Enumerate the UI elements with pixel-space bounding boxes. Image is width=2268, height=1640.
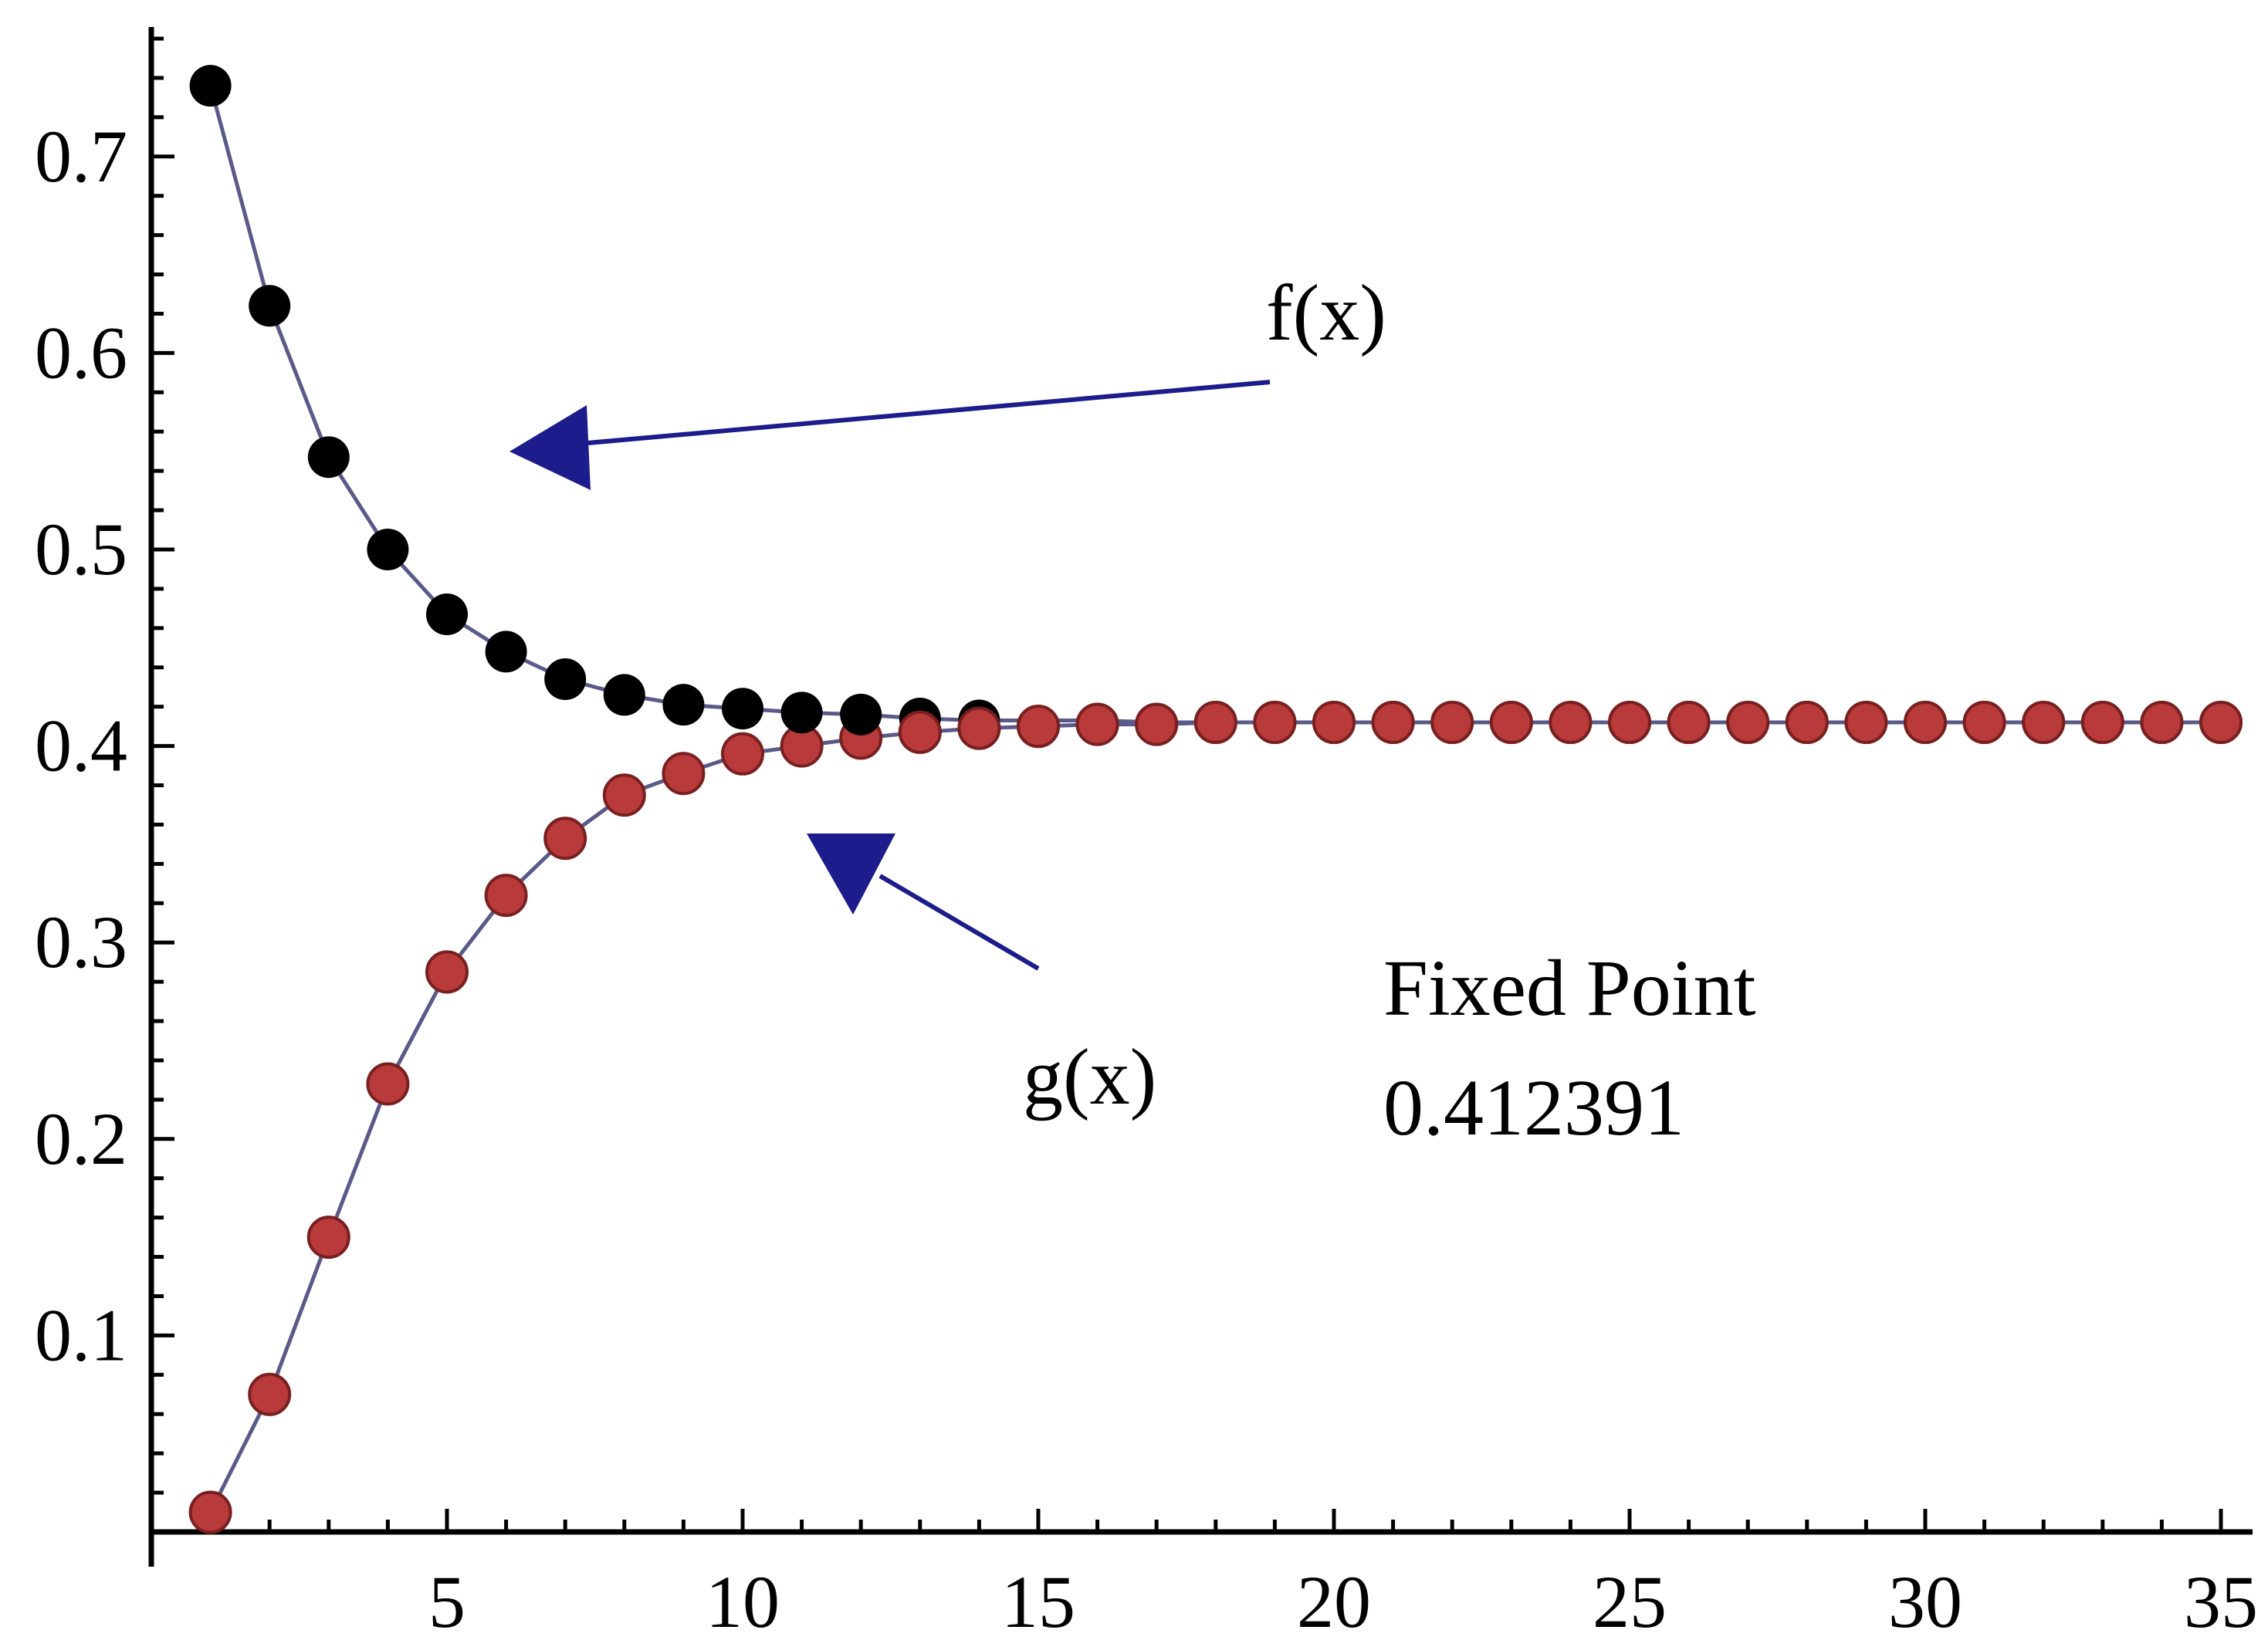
- g-point-overlay: [1017, 705, 1060, 749]
- x-tick-label: 35: [2184, 1561, 2258, 1640]
- g-point: [425, 950, 469, 994]
- g-point-overlay: [1667, 701, 1711, 745]
- fixed-point-title: Fixed Point: [1383, 944, 1756, 1033]
- f-point: [662, 684, 705, 726]
- g-point: [366, 1062, 410, 1106]
- g-point-overlay: [1075, 702, 1119, 746]
- f-point: [485, 631, 527, 673]
- g-point-overlay: [1608, 701, 1651, 745]
- g-point-overlay: [1253, 701, 1297, 745]
- g-point: [484, 874, 528, 918]
- g-arrow-shaft: [878, 874, 1040, 971]
- g-point-overlay: [1785, 701, 1829, 745]
- series-markers: [188, 65, 2243, 1534]
- g-point: [188, 1490, 232, 1534]
- x-tick-label: 25: [1593, 1561, 1667, 1640]
- y-tick-label: 0.3: [35, 901, 127, 983]
- f-series-line: [208, 85, 2221, 725]
- x-tick-label: 15: [1001, 1561, 1075, 1640]
- y-tick-label: 0.7: [35, 115, 127, 198]
- series-lines: [208, 85, 2221, 1513]
- g-point-overlay: [957, 706, 1001, 750]
- g-point-overlay: [2022, 701, 2066, 745]
- g-point: [248, 1372, 292, 1416]
- g-point-overlay: [1312, 701, 1356, 745]
- g-point: [543, 817, 587, 861]
- f-point: [249, 285, 291, 327]
- g-point-overlay: [2140, 701, 2184, 745]
- g-point: [306, 1216, 350, 1260]
- ticks: 5 10 15 20 25 30 35 0.1 0.2 0.3 0.4 0.5 0.6 0.7: [35, 36, 2258, 1640]
- f-arrow-head: [509, 405, 591, 490]
- g-point: [662, 752, 706, 796]
- annotations: f(x) g(x) Fixed Point 0.412391: [509, 269, 1756, 1152]
- f-point: [840, 693, 882, 735]
- g-point-overlay: [1962, 701, 2006, 745]
- fixed-point-value: 0.412391: [1383, 1063, 1684, 1152]
- g-point-overlay: [1726, 701, 1770, 745]
- y-tick-label: 0.4: [35, 705, 127, 787]
- f-point: [426, 593, 468, 636]
- g-point-overlay: [1904, 701, 1947, 745]
- f-label: f(x): [1266, 269, 1386, 357]
- f-point: [780, 692, 823, 734]
- g-point: [721, 732, 764, 776]
- g-point-overlay: [2080, 701, 2124, 745]
- g-point-overlay: [1135, 702, 1179, 746]
- x-tick-label: 30: [1888, 1561, 1962, 1640]
- g-series-line: [208, 720, 2221, 1513]
- g-point-overlay: [1489, 701, 1533, 745]
- f-point: [307, 436, 350, 478]
- y-tick-label: 0.1: [35, 1293, 127, 1376]
- x-tick-label: 20: [1297, 1561, 1371, 1640]
- f-arrow-shaft: [578, 380, 1271, 446]
- g-point-overlay: [1844, 701, 1888, 745]
- g-point-overlay: [1430, 701, 1474, 745]
- g-point: [602, 773, 646, 817]
- f-point: [367, 529, 409, 570]
- g-point-overlay: [898, 710, 942, 754]
- f-point: [544, 658, 587, 701]
- g-point-overlay: [1549, 701, 1593, 745]
- axes: [148, 27, 2253, 1567]
- f-point: [603, 674, 645, 716]
- g-point-overlay: [2199, 701, 2243, 745]
- x-tick-label: 10: [706, 1561, 780, 1640]
- f-point: [722, 688, 763, 730]
- g-point-overlay: [1371, 701, 1415, 745]
- g-label: g(x): [1023, 1033, 1156, 1121]
- y-tick-label: 0.6: [35, 311, 127, 394]
- g-arrow-head: [807, 834, 895, 915]
- f-point: [189, 65, 232, 107]
- y-tick-label: 0.5: [35, 508, 127, 590]
- g-point-overlay: [1193, 701, 1237, 745]
- y-tick-label: 0.2: [35, 1097, 127, 1180]
- x-tick-label: 5: [428, 1561, 465, 1640]
